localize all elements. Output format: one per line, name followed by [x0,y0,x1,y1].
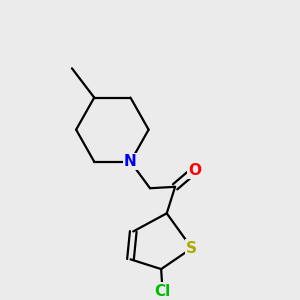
Text: N: N [124,154,137,169]
Text: Cl: Cl [154,284,171,299]
Text: S: S [186,241,197,256]
Text: O: O [188,163,201,178]
